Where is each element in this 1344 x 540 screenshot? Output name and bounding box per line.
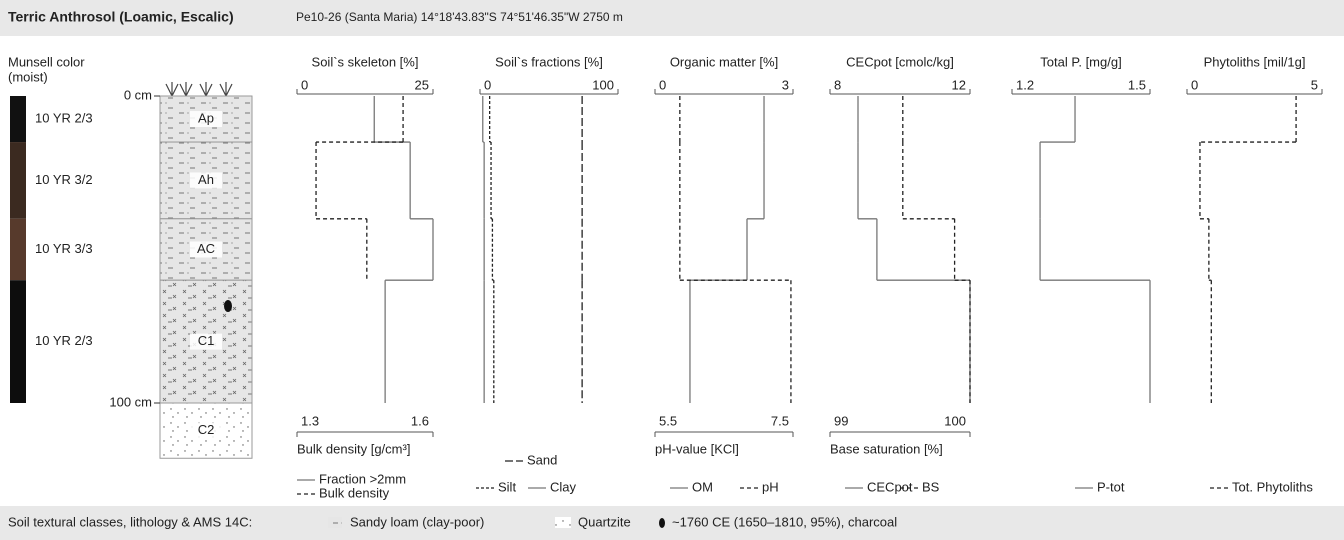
legend-label: Tot. Phytoliths xyxy=(1232,479,1313,494)
quartz-icon xyxy=(555,517,571,528)
footer-title: Soil textural classes, lithology & AMS 1… xyxy=(8,514,252,529)
footer-bar xyxy=(0,506,1344,540)
x2-tick-label: 7.5 xyxy=(771,413,789,428)
x-tick-label: 12 xyxy=(952,77,966,92)
legend-label: P-tot xyxy=(1097,479,1125,494)
panel-title: Total P. [mg/g] xyxy=(1040,54,1121,69)
munsell-code: 10 YR 3/3 xyxy=(35,241,93,256)
horizon-name: C2 xyxy=(198,422,215,437)
x2-tick-label: 100 xyxy=(944,413,966,428)
depth-label: 100 cm xyxy=(109,394,152,409)
x2-axis-label: pH-value [KCl] xyxy=(655,441,739,456)
loam-icon xyxy=(328,517,342,528)
munsell-color xyxy=(10,96,26,143)
panel-title: Soil`s skeleton [%] xyxy=(312,54,419,69)
x-tick-label: 25 xyxy=(415,77,429,92)
x2-tick-label: 1.6 xyxy=(411,413,429,428)
legend-label: CECpot xyxy=(867,479,913,494)
footer-loam: Sandy loam (clay-poor) xyxy=(350,514,484,529)
legend-label: Sand xyxy=(527,452,557,467)
charcoal xyxy=(224,300,232,312)
header-bar xyxy=(0,0,1344,36)
x-tick-label: 100 xyxy=(592,77,614,92)
legend-label: BS xyxy=(922,479,940,494)
legend-label: pH xyxy=(762,479,779,494)
horizon-label-bg xyxy=(190,422,222,439)
panel-title: Phytoliths [mil/1g] xyxy=(1204,54,1306,69)
x-tick-label: 0 xyxy=(1191,77,1198,92)
horizon-label-bg xyxy=(190,333,222,350)
horizon-name: AC xyxy=(197,241,215,256)
horizon-name: C1 xyxy=(198,333,215,348)
x2-tick-label: 1.3 xyxy=(301,413,319,428)
x2-tick-label: 5.5 xyxy=(659,413,677,428)
munsell-code: 10 YR 3/2 xyxy=(35,172,93,187)
x2-tick-label: 99 xyxy=(834,413,848,428)
horizon-name: Ap xyxy=(198,110,214,125)
plant-icons xyxy=(165,82,233,97)
legend-label: Clay xyxy=(550,479,577,494)
legend-label: Silt xyxy=(498,479,516,494)
munsell-title: Munsell color xyxy=(8,54,85,69)
header-site: Pe10-26 (Santa Maria) 14°18'43.83"S 74°5… xyxy=(296,10,623,24)
munsell-subtitle: (moist) xyxy=(8,69,48,84)
horizon-label-bg xyxy=(190,111,222,128)
header-title: Terric Anthrosol (Loamic, Escalic) xyxy=(8,9,234,25)
x-tick-label: 1.5 xyxy=(1128,77,1146,92)
x-tick-label: 0 xyxy=(659,77,666,92)
munsell-color xyxy=(10,218,26,281)
charcoal-icon xyxy=(659,518,665,528)
x-tick-label: 8 xyxy=(834,77,841,92)
horizon-name: Ah xyxy=(198,172,214,187)
x-tick-label: 0 xyxy=(301,77,308,92)
x-tick-label: 5 xyxy=(1311,77,1318,92)
legend-label: Fraction >2mm xyxy=(319,471,406,486)
munsell-color xyxy=(10,280,26,403)
panel-title: CECpot [cmolc/kg] xyxy=(846,54,954,69)
munsell-code: 10 YR 2/3 xyxy=(35,333,93,348)
horizon-label-bg xyxy=(190,241,222,258)
panel-title: Soil`s fractions [%] xyxy=(495,54,603,69)
horizon-label-bg xyxy=(190,172,222,189)
footer-charcoal: ~1760 CE (1650–1810, 95%), charcoal xyxy=(672,514,897,529)
x-tick-label: 0 xyxy=(484,77,491,92)
depth-label: 0 cm xyxy=(124,87,152,102)
legend-label: OM xyxy=(692,479,713,494)
legend-label: Bulk density xyxy=(319,485,390,500)
panel-title: Organic matter [%] xyxy=(670,54,778,69)
munsell-color xyxy=(10,142,26,219)
footer-quartzite: Quartzite xyxy=(578,514,631,529)
x2-axis-label: Base saturation [%] xyxy=(830,441,943,456)
x-tick-label: 3 xyxy=(782,77,789,92)
munsell-code: 10 YR 2/3 xyxy=(35,110,93,125)
x2-axis-label: Bulk density [g/cm³] xyxy=(297,441,410,456)
x-tick-label: 1.2 xyxy=(1016,77,1034,92)
